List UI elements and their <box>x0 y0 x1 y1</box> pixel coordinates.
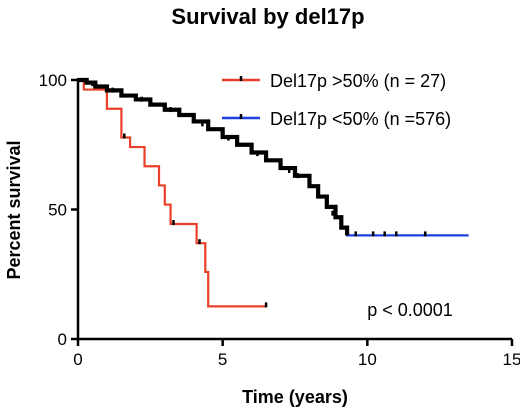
y-tick-label: 0 <box>58 330 67 349</box>
x-axis-label: Time (years) <box>242 387 348 407</box>
series-layer <box>78 77 469 308</box>
x-tick-label: 5 <box>218 350 227 369</box>
axes: 0 50 100 0 5 10 15 <box>39 71 520 369</box>
series-line-2 <box>78 78 469 237</box>
y-axis-label: Percent survival <box>4 140 24 279</box>
series-2-dense-censor-overlay <box>78 77 350 236</box>
x-tick-label: 10 <box>358 350 377 369</box>
legend: Del17p >50% (n = 27) Del17p <50% (n =576) <box>222 71 451 129</box>
legend-label-1: Del17p >50% (n = 27) <box>270 71 446 91</box>
x-tick-label: 0 <box>73 350 82 369</box>
chart-title: Survival by del17p <box>171 4 364 29</box>
legend-label-2: Del17p <50% (n =576) <box>270 109 451 129</box>
series-line-1 <box>78 78 267 308</box>
y-tick-label: 50 <box>48 201 67 220</box>
y-tick-label: 100 <box>39 71 67 90</box>
x-tick-label: 15 <box>503 350 520 369</box>
p-value-annotation: p < 0.0001 <box>367 300 453 320</box>
